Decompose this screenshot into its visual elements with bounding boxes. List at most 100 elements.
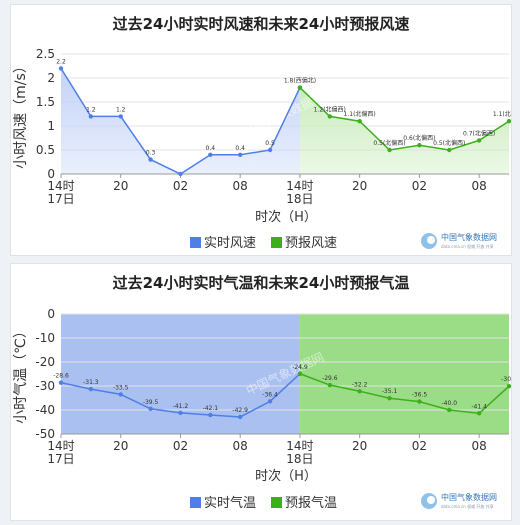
data-label: 2.2 — [56, 58, 66, 65]
data-label: -42.1 — [203, 405, 219, 412]
forecast-series-line — [299, 373, 510, 415]
x-tick-label: 17日 — [47, 452, 74, 466]
data-label: 1.1(北偏西) — [344, 110, 376, 118]
data-label: -36.4 — [262, 391, 278, 398]
data-label: -41.4 — [471, 403, 487, 410]
data-label: 0.4 — [235, 145, 245, 152]
x-tick-label: 14时 — [47, 439, 74, 453]
x-tick-label: 18日 — [286, 192, 313, 206]
forecast-data-point — [357, 119, 362, 124]
x-tick-label: 18日 — [286, 452, 313, 466]
data-label: 0.7(北偏西) — [463, 129, 495, 137]
forecast-data-point — [447, 147, 452, 153]
legend-label-observed: 实时气温 — [204, 495, 256, 511]
data-label: 0.5(北偏西) — [373, 139, 405, 147]
x-tick-label: 14时 — [286, 439, 313, 453]
observed-data-point — [58, 380, 64, 385]
observed-data-point — [88, 114, 94, 119]
data-label: 1.1(北偏西) — [493, 110, 511, 118]
y-tick-label: 1.5 — [36, 95, 55, 109]
data-label: -35.1 — [382, 388, 398, 395]
data-label: 0.5(北偏西) — [433, 139, 465, 147]
legend-label-forecast: 预报气温 — [285, 495, 337, 511]
observed-data-point — [148, 406, 153, 411]
forecast-area-fill — [299, 87, 509, 174]
wind-chart: 过去24小时实时风速和未来24小时预报风速 2.5 2 1.5 1 0.5 0 中国气象数据网… — [13, 15, 520, 251]
forecast-data-point — [297, 85, 303, 90]
cma-logo-icon-inner — [427, 496, 435, 504]
observed-data-point — [208, 152, 213, 157]
data-label: 0.3 — [146, 150, 156, 157]
forecast-area-fill — [299, 314, 509, 434]
data-label: -28.6 — [53, 373, 69, 380]
x-tick-label: 20 — [352, 439, 367, 453]
x-tick-label: 20 — [352, 179, 367, 193]
data-label: 1.2 — [86, 106, 96, 113]
observed-data-point — [148, 157, 153, 162]
forecast-data-point — [387, 396, 392, 401]
y-axis-title: 小时气温（℃） — [13, 324, 29, 424]
data-label: -39.5 — [143, 399, 159, 406]
y-tick-label: -40 — [35, 403, 55, 417]
y-tick-label: 2 — [47, 71, 55, 85]
forecast-data-point — [417, 399, 422, 404]
data-label: -33.5 — [113, 384, 129, 391]
data-label: -31.3 — [83, 379, 99, 386]
y-tick-label: 2.5 — [36, 47, 55, 61]
y-tick-label: 0 — [47, 307, 55, 321]
x-tick-label: 08 — [471, 439, 486, 453]
temperature-chart-panel: 过去24小时实时气温和未来24小时预报气温 0 -10 -20 -30 -40 -50 中国气… — [10, 263, 517, 521]
x-tick-label: 14时 — [286, 179, 313, 193]
forecast-data-point — [297, 371, 303, 376]
legend-swatch-observed — [190, 237, 201, 248]
forecast-data-point — [387, 147, 392, 153]
data-label: -24.9 — [292, 364, 308, 371]
data-label: -36.5 — [412, 392, 428, 399]
x-tick-label: 02 — [173, 439, 188, 453]
x-tick-label: 08 — [233, 179, 248, 193]
observed-data-point — [88, 386, 94, 392]
cma-logo-icon-inner — [427, 236, 435, 244]
observed-area-fill — [61, 68, 300, 174]
x-tick-label: 20 — [113, 439, 128, 453]
x-tick-label: 14时 — [47, 179, 74, 193]
data-label: -40.0 — [442, 400, 458, 407]
x-axis-title: 时次（H） — [255, 468, 317, 484]
legend-label-forecast: 预报风速 — [285, 236, 337, 251]
cma-logo-subtext: data.cma.cn 权威 开放 共享 — [441, 243, 494, 249]
temperature-chart: 过去24小时实时气温和未来24小时预报气温 0 -10 -20 -30 -40 -50 中国气… — [13, 274, 517, 511]
forecast-series-line — [299, 87, 510, 151]
forecast-data-point — [476, 138, 482, 143]
y-tick-label: -50 — [35, 427, 55, 441]
observed-data-point — [178, 410, 183, 416]
x-tick-label: 17日 — [47, 192, 74, 206]
observed-data-point — [118, 114, 123, 119]
legend-label-observed: 实时风速 — [204, 236, 256, 251]
data-label: 1.2(北偏西) — [314, 105, 346, 113]
cma-logo-subtext: data.cma.cn 权威 开放 共享 — [441, 503, 494, 509]
observed-data-point — [58, 66, 64, 71]
x-tick-label: 20 — [113, 179, 128, 193]
observed-data-point — [178, 171, 183, 177]
data-label: -41.2 — [173, 403, 189, 410]
observed-data-point — [238, 414, 243, 420]
forecast-data-point — [476, 411, 482, 416]
forecast-data-point — [327, 114, 332, 119]
legend-swatch-forecast — [271, 237, 282, 248]
observed-data-point — [118, 392, 123, 397]
forecast-data-point — [506, 384, 512, 389]
data-label: -32.2 — [352, 381, 368, 388]
x-axis-title: 时次（H） — [255, 209, 317, 225]
data-label: 1.2 — [116, 106, 126, 113]
observed-data-point — [238, 152, 243, 157]
cma-logo-text: 中国气象数据网 — [441, 492, 497, 502]
forecast-data-point — [357, 389, 362, 394]
data-label: 0.5 — [265, 140, 275, 147]
x-tick-label: 02 — [173, 179, 188, 193]
chart-title: 过去24小时实时风速和未来24小时预报风速 — [113, 15, 410, 33]
forecast-data-point — [417, 143, 422, 148]
x-tick-label: 02 — [412, 179, 427, 193]
chart-title: 过去24小时实时气温和未来24小时预报气温 — [113, 274, 410, 292]
y-tick-label: 1 — [47, 119, 55, 133]
x-tick-label: 08 — [233, 439, 248, 453]
